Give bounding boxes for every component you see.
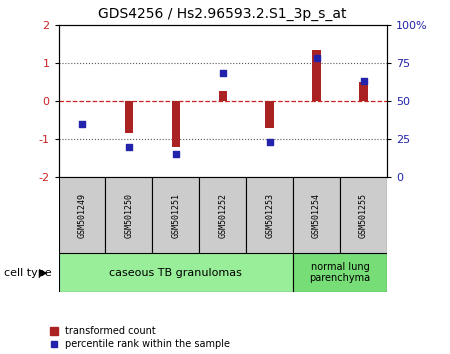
Bar — [293, 177, 340, 253]
Bar — [125, 101, 133, 133]
Text: GSM501249: GSM501249 — [77, 193, 86, 238]
Bar — [105, 177, 153, 253]
Text: normal lung
parenchyma: normal lung parenchyma — [310, 262, 371, 284]
Text: GSM501253: GSM501253 — [265, 193, 274, 238]
Text: cell type: cell type — [4, 268, 52, 278]
Point — [266, 139, 273, 145]
Point — [172, 152, 180, 157]
Bar — [58, 177, 105, 253]
Bar — [266, 101, 274, 128]
Point — [219, 71, 226, 76]
Bar — [359, 82, 368, 101]
Point — [313, 56, 320, 61]
Bar — [153, 177, 199, 253]
Point — [360, 78, 367, 84]
Bar — [58, 253, 293, 292]
Text: caseous TB granulomas: caseous TB granulomas — [109, 268, 242, 278]
Point — [78, 121, 86, 127]
Bar — [199, 177, 246, 253]
Text: ▶: ▶ — [39, 268, 47, 278]
Bar — [246, 177, 293, 253]
Point — [125, 144, 132, 149]
Bar — [312, 50, 321, 101]
Text: GSM501252: GSM501252 — [218, 193, 227, 238]
Text: GSM501254: GSM501254 — [312, 193, 321, 238]
Text: GSM501251: GSM501251 — [171, 193, 180, 238]
Bar — [293, 253, 387, 292]
Bar — [171, 101, 180, 147]
Text: GSM501255: GSM501255 — [359, 193, 368, 238]
Bar — [340, 177, 387, 253]
Legend: transformed count, percentile rank within the sample: transformed count, percentile rank withi… — [50, 326, 230, 349]
Title: GDS4256 / Hs2.96593.2.S1_3p_s_at: GDS4256 / Hs2.96593.2.S1_3p_s_at — [99, 7, 347, 21]
Bar — [219, 91, 227, 101]
Text: GSM501250: GSM501250 — [124, 193, 133, 238]
